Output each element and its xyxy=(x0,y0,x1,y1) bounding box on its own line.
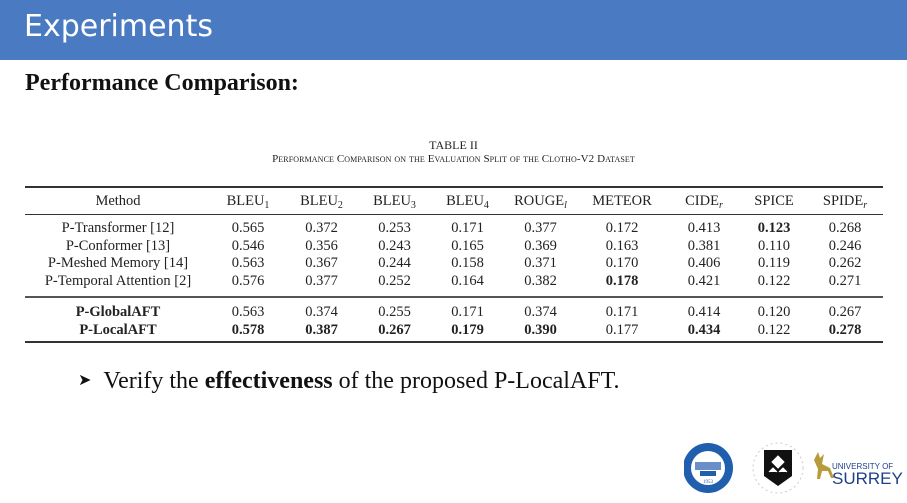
method-cell: P-Conformer [13] xyxy=(65,237,171,254)
logos: 1953 UNIVERSITY OF SURREY xyxy=(683,438,904,498)
table-header-rule xyxy=(25,214,883,215)
metric-cell: 0.171 xyxy=(451,304,484,320)
metric-cell: 0.563 xyxy=(231,304,265,320)
metric-cell: 0.123 xyxy=(757,220,791,236)
metric-cell: 0.546 xyxy=(231,237,265,254)
table-row: P-LocalAFT 0.578 0.387 0.267 0.179 0.390 0.177… xyxy=(25,322,883,340)
uts-logo xyxy=(752,442,804,494)
metric-cell: 0.110 xyxy=(757,237,791,254)
metric-cell: 0.414 xyxy=(687,304,721,320)
metric-cell: 0.406 xyxy=(687,255,721,271)
method-cell: P-Temporal Attention [2] xyxy=(44,272,192,289)
table-top-rule xyxy=(25,186,883,188)
heu-year: 1953 xyxy=(703,480,714,485)
metric-cell: 0.356 xyxy=(305,237,338,254)
metric-cell: 0.172 xyxy=(605,220,639,236)
metric-cell: 0.178 xyxy=(605,272,639,289)
column-header: CIDEr xyxy=(685,193,723,212)
metric-cell: 0.576 xyxy=(231,272,265,289)
metric-cell: 0.246 xyxy=(828,237,862,254)
section-subtitle: Performance Comparison: xyxy=(25,70,299,96)
column-header: BLEU3 xyxy=(373,193,416,212)
table-row: P-Meshed Memory [14] 0.563 0.367 0.244 0.158… xyxy=(25,255,883,273)
metric-cell: 0.367 xyxy=(305,255,338,271)
method-cell: P-Meshed Memory [14] xyxy=(47,255,189,271)
method-cell: P-GlobalAFT xyxy=(75,304,161,320)
metric-cell: 0.164 xyxy=(451,272,484,289)
method-cell: P-LocalAFT xyxy=(79,321,157,338)
metric-cell: 0.565 xyxy=(231,220,265,236)
metric-cell: 0.369 xyxy=(524,237,557,254)
table-row: P-Conformer [13] 0.546 0.356 0.243 0.165 0.36… xyxy=(25,238,883,256)
metric-cell: 0.578 xyxy=(231,321,265,338)
metric-cell: 0.119 xyxy=(757,255,791,271)
slide-header: Experiments xyxy=(0,0,907,60)
table-caption: Performance Comparison on the Evaluation… xyxy=(272,153,635,165)
bullet-emphasis: effectiveness xyxy=(204,368,333,394)
table-row: P-GlobalAFT 0.563 0.374 0.255 0.171 0.374 0.17… xyxy=(25,304,883,322)
svg-text:SURREY: SURREY xyxy=(832,469,903,488)
metric-cell: 0.171 xyxy=(605,304,639,320)
metric-cell: 0.381 xyxy=(687,237,721,254)
bullet-point: ➤ Verify the effectiveness of the propose… xyxy=(78,368,620,394)
metric-cell: 0.374 xyxy=(305,304,338,320)
method-cell: P-Transformer [12] xyxy=(61,220,175,236)
metric-cell: 0.179 xyxy=(451,321,484,338)
heu-logo: 1953 xyxy=(683,443,733,493)
table-header-row: Method BLEU1 BLEU2 BLEU3 BLEU4 ROUGEl METEOR CI… xyxy=(25,190,883,214)
metric-cell: 0.377 xyxy=(305,272,338,289)
column-header: BLEU4 xyxy=(446,193,489,212)
column-header: BLEU1 xyxy=(226,193,270,212)
column-header: SPICE xyxy=(754,193,794,210)
performance-table: Method BLEU1 BLEU2 BLEU3 BLEU4 ROUGEl METEOR CI… xyxy=(25,190,883,339)
metric-cell: 0.268 xyxy=(828,220,862,236)
table-row: P-Temporal Attention [2] 0.576 0.377 0.252 0… xyxy=(25,273,883,291)
metric-cell: 0.171 xyxy=(451,220,484,236)
metric-cell: 0.271 xyxy=(828,272,862,289)
table-label: TABLE II xyxy=(429,138,478,152)
metric-cell: 0.387 xyxy=(305,321,338,338)
metric-cell: 0.262 xyxy=(828,255,862,271)
metric-cell: 0.374 xyxy=(524,304,557,320)
svg-text:UNIVERSITY OF: UNIVERSITY OF xyxy=(832,462,893,471)
metric-cell: 0.278 xyxy=(828,321,862,338)
metric-cell: 0.413 xyxy=(687,220,721,236)
surrey-logo: UNIVERSITY OF SURREY xyxy=(814,452,903,488)
metric-cell: 0.382 xyxy=(524,272,557,289)
metric-cell: 0.377 xyxy=(524,220,557,236)
slide-title: Experiments xyxy=(24,9,213,44)
metric-cell: 0.253 xyxy=(378,220,411,236)
table-bottom-rule xyxy=(25,341,883,343)
metric-cell: 0.177 xyxy=(605,321,639,338)
arrow-bullet-icon: ➤ xyxy=(78,370,92,389)
metric-cell: 0.163 xyxy=(605,237,639,254)
column-header: SPIDEr xyxy=(822,193,868,212)
table-row: P-Transformer [12] 0.565 0.372 0.253 0.171 0.… xyxy=(25,220,883,238)
column-header: ROUGEl xyxy=(514,193,567,212)
metric-cell: 0.165 xyxy=(451,237,484,254)
metric-cell: 0.267 xyxy=(378,321,411,338)
metric-cell: 0.421 xyxy=(687,272,721,289)
metric-cell: 0.158 xyxy=(451,255,484,271)
metric-cell: 0.122 xyxy=(757,321,791,338)
metric-cell: 0.255 xyxy=(378,304,411,320)
metric-cell: 0.170 xyxy=(605,255,639,271)
column-header: METEOR xyxy=(592,193,652,210)
metric-cell: 0.267 xyxy=(828,304,862,320)
metric-cell: 0.122 xyxy=(757,272,791,289)
metric-cell: 0.244 xyxy=(378,255,411,271)
column-header: Method xyxy=(95,193,141,210)
metric-cell: 0.372 xyxy=(305,220,338,236)
metric-cell: 0.390 xyxy=(524,321,557,338)
column-header: BLEU2 xyxy=(300,193,343,212)
table-group-rule xyxy=(25,296,883,298)
metric-cell: 0.371 xyxy=(524,255,557,271)
metric-cell: 0.243 xyxy=(378,237,411,254)
metric-cell: 0.563 xyxy=(231,255,265,271)
metric-cell: 0.252 xyxy=(378,272,411,289)
metric-cell: 0.120 xyxy=(757,304,791,320)
metric-cell: 0.434 xyxy=(687,321,721,338)
